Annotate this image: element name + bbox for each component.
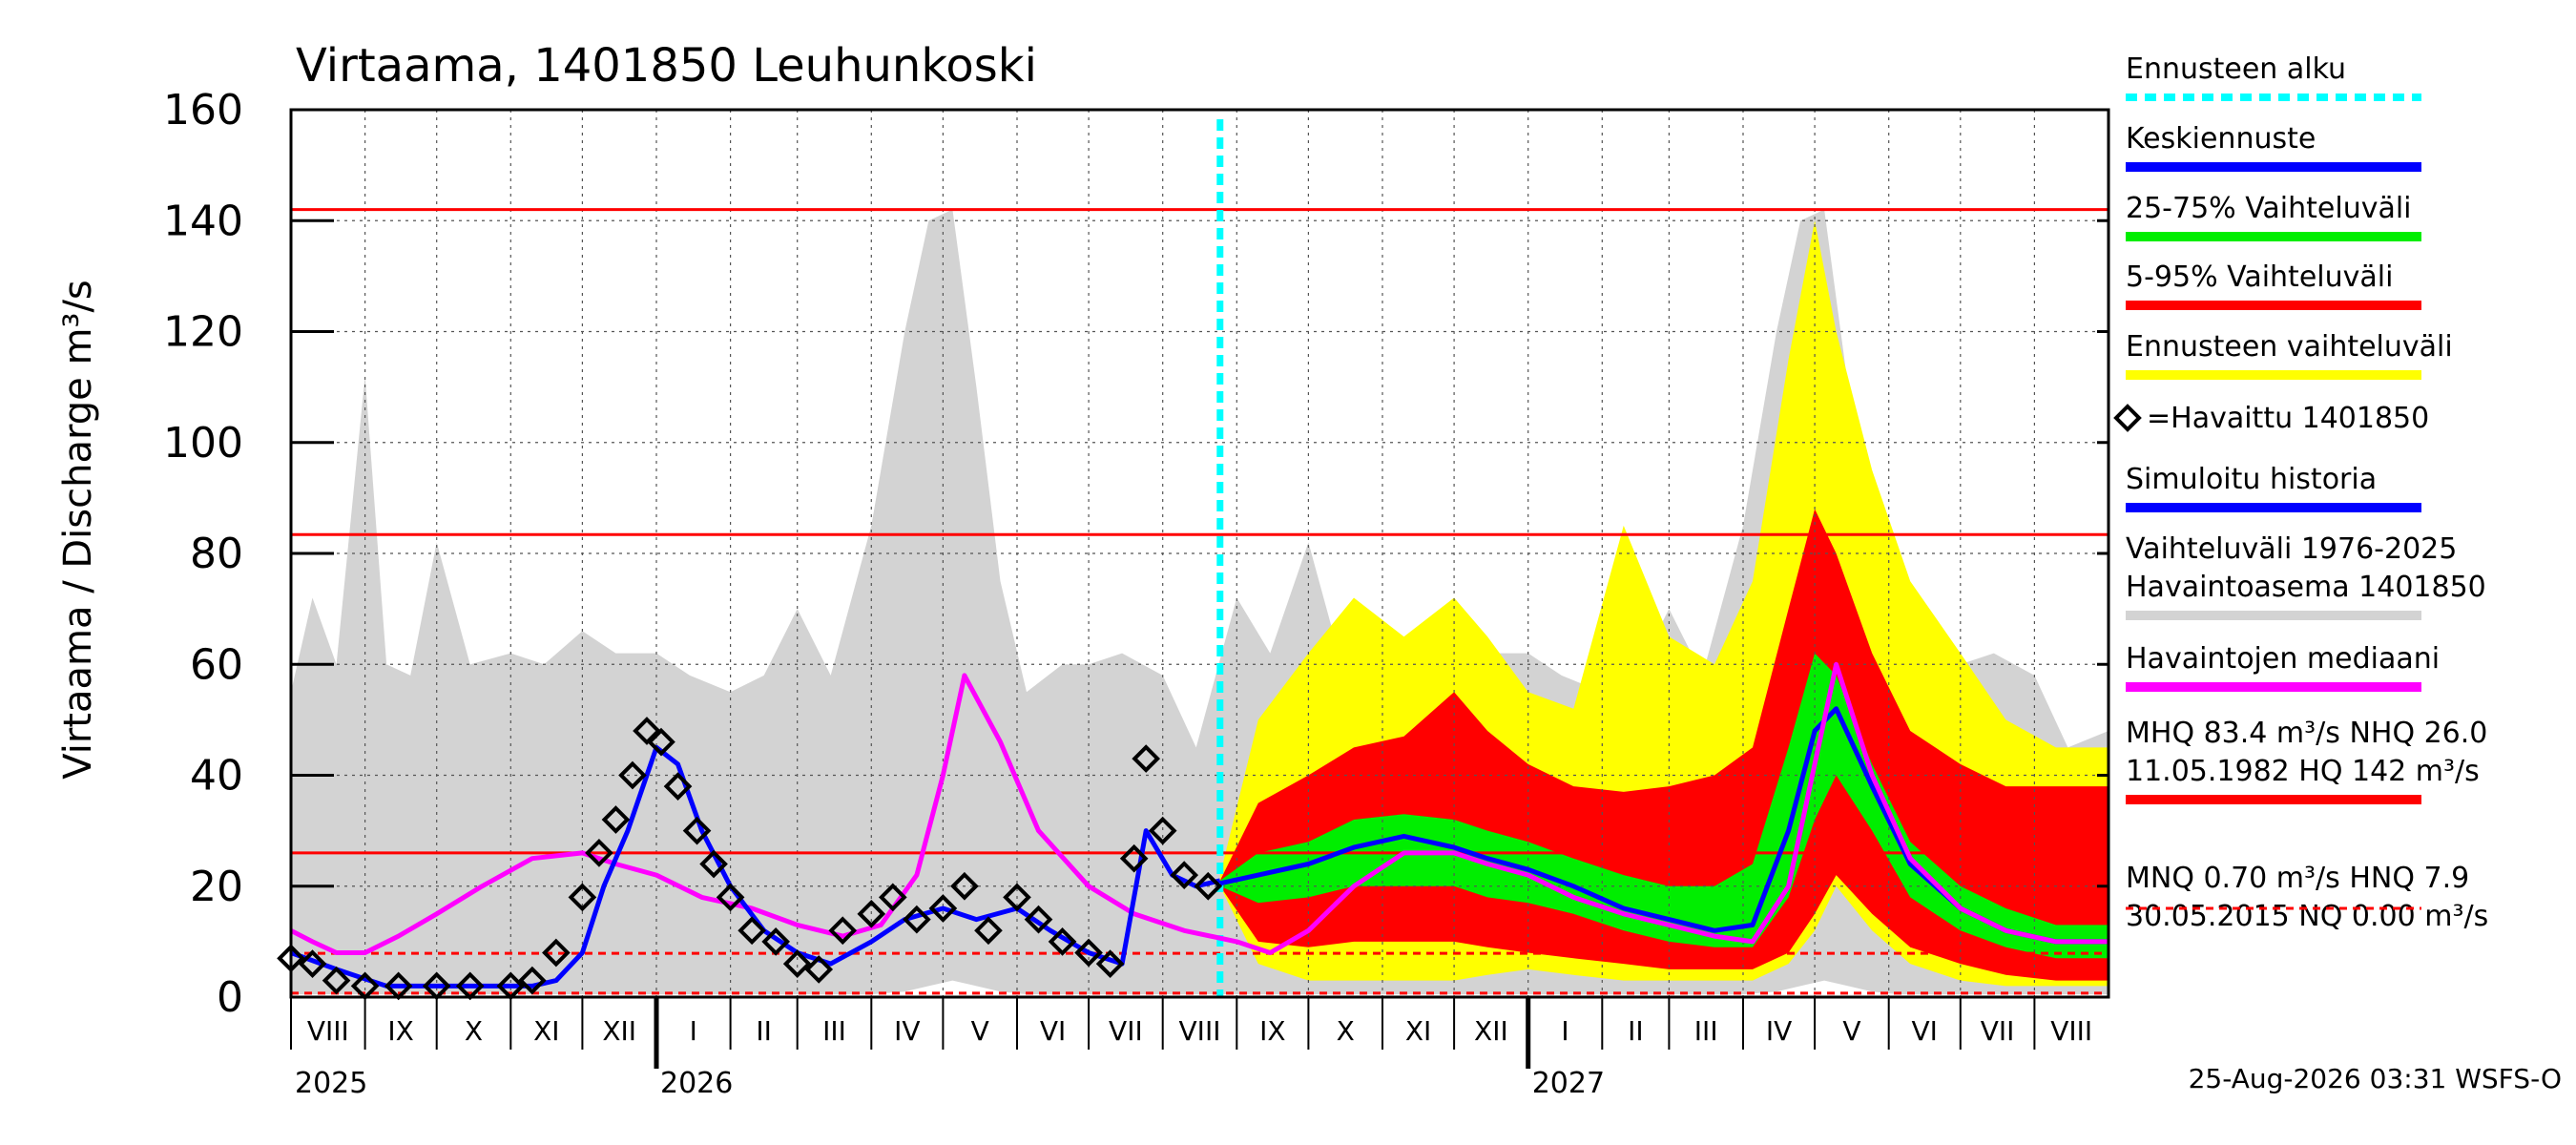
month-label: V: [971, 1015, 989, 1047]
month-label: VIII: [1179, 1015, 1221, 1047]
y-tick-label: 60: [190, 640, 243, 689]
month-label: VII: [1981, 1015, 2015, 1047]
y-tick-label: 40: [190, 752, 243, 801]
month-label: III: [1694, 1015, 1718, 1047]
legend-label: 5-95% Vaihteluväli: [2126, 260, 2393, 294]
month-label: XII: [1474, 1015, 1508, 1047]
month-label: X: [465, 1015, 483, 1047]
legend-label: Ennusteen vaihteluväli: [2126, 330, 2453, 364]
observed-point: [647, 727, 675, 757]
month-label: XI: [533, 1015, 559, 1047]
month-label: X: [1337, 1015, 1355, 1047]
y-tick-label: 80: [190, 530, 243, 578]
observed-point: [761, 927, 790, 956]
observed-point: [737, 916, 766, 946]
legend-label: Havaintoasema 1401850: [2126, 571, 2486, 604]
observed-point: [568, 883, 597, 912]
year-label: 2026: [660, 1067, 733, 1100]
band-layer: [291, 209, 2109, 995]
observed-point: [1003, 883, 1031, 912]
y-tick-label: 120: [163, 308, 243, 357]
observed-point: [716, 883, 745, 912]
legend-label: Ennusteen alku: [2126, 52, 2346, 86]
legend-label: 11.05.1982 HQ 142 m³/s: [2126, 755, 2480, 788]
observed-point: [828, 916, 858, 946]
observed-point: [857, 899, 886, 928]
month-label: I: [690, 1015, 697, 1047]
y-axis-label: Virtaama / Discharge m³/s: [56, 280, 100, 780]
y-tick-label: 20: [190, 863, 243, 911]
band-25-75-vaihteluv-li: [1219, 653, 2109, 959]
observed-point: [298, 949, 327, 978]
month-label: I: [1561, 1015, 1568, 1047]
observed-point: [1074, 938, 1103, 968]
year-label: 2025: [295, 1067, 367, 1100]
y-tick-label: 160: [163, 86, 243, 135]
series-lines: [289, 119, 2109, 997]
observed-point: [1132, 744, 1161, 773]
observed-point: [1148, 816, 1177, 845]
month-label: XI: [1405, 1015, 1431, 1047]
month-label: VI: [1912, 1015, 1938, 1047]
legend-label: Vaihteluväli 1976-2025: [2126, 532, 2457, 566]
legend-label: 30.05.2015 NQ 0.00 m³/s: [2126, 900, 2488, 933]
month-label: VIII: [2050, 1015, 2092, 1047]
y-tick-label: 140: [163, 197, 243, 245]
month-label: IV: [894, 1015, 920, 1047]
observed-point: [663, 772, 693, 801]
legend-label: MNQ 0.70 m³/s HNQ 7.9: [2126, 862, 2469, 895]
observed-point: [1119, 843, 1149, 873]
observed-point: [633, 717, 661, 745]
observed-point: [1095, 949, 1125, 978]
footer-timestamp: 25-Aug-2026 03:31 WSFS-O: [2189, 1063, 2562, 1094]
month-label: IX: [1259, 1015, 1285, 1047]
observed-point: [903, 905, 931, 934]
chart-title: Virtaama, 1401850 Leuhunkoski: [296, 39, 1037, 93]
y-tick-label: 0: [217, 973, 243, 1022]
month-label: VIII: [307, 1015, 349, 1047]
observed-point: [542, 938, 571, 968]
line-havaintojen-mediaani: [289, 661, 2109, 955]
y-tick-label: 100: [163, 419, 243, 468]
month-label: IV: [1766, 1015, 1792, 1047]
month-label: V: [1842, 1015, 1860, 1047]
legend-label: MHQ 83.4 m³/s NHQ 26.0: [2126, 717, 2487, 750]
legend-label: Simuloitu historia: [2126, 463, 2377, 496]
observed-point: [1194, 871, 1223, 901]
month-label: XII: [602, 1015, 636, 1047]
observed-point: [878, 883, 907, 912]
observed-point: [699, 849, 728, 879]
month-label: II: [1628, 1015, 1644, 1047]
observed-point: [618, 760, 647, 790]
observed-point: [585, 839, 613, 867]
observed-point: [1048, 927, 1077, 956]
observed-point: [682, 816, 712, 845]
observed-point: [974, 916, 1003, 946]
month-label: VI: [1040, 1015, 1066, 1047]
observed-point: [928, 894, 958, 923]
observed-point: [950, 871, 979, 901]
month-label: II: [756, 1015, 772, 1047]
legend-label: =Havaittu 1401850: [2147, 402, 2429, 435]
reference-lines: [291, 208, 2109, 995]
observed-point: [601, 805, 631, 834]
month-label: VII: [1109, 1015, 1143, 1047]
month-label: III: [822, 1015, 846, 1047]
observed-point: [782, 949, 812, 978]
observed-point: [518, 966, 547, 995]
legend-label: 25-75% Vaihteluväli: [2126, 192, 2412, 225]
legend-label: Havaintojen mediaani: [2126, 642, 2440, 676]
legend-label: Keskiennuste: [2126, 122, 2316, 156]
observed-point: [1170, 861, 1199, 889]
observed-point: [804, 955, 834, 984]
observed-point: [1024, 905, 1053, 934]
legend: Ennusteen alku Keskiennuste 25-75% Vaihtel…: [2113, 52, 2488, 933]
legend-marker-diamond: [2113, 404, 2142, 432]
year-label: 2027: [1532, 1067, 1605, 1100]
observed-point: [322, 966, 351, 995]
month-label: IX: [387, 1015, 413, 1047]
